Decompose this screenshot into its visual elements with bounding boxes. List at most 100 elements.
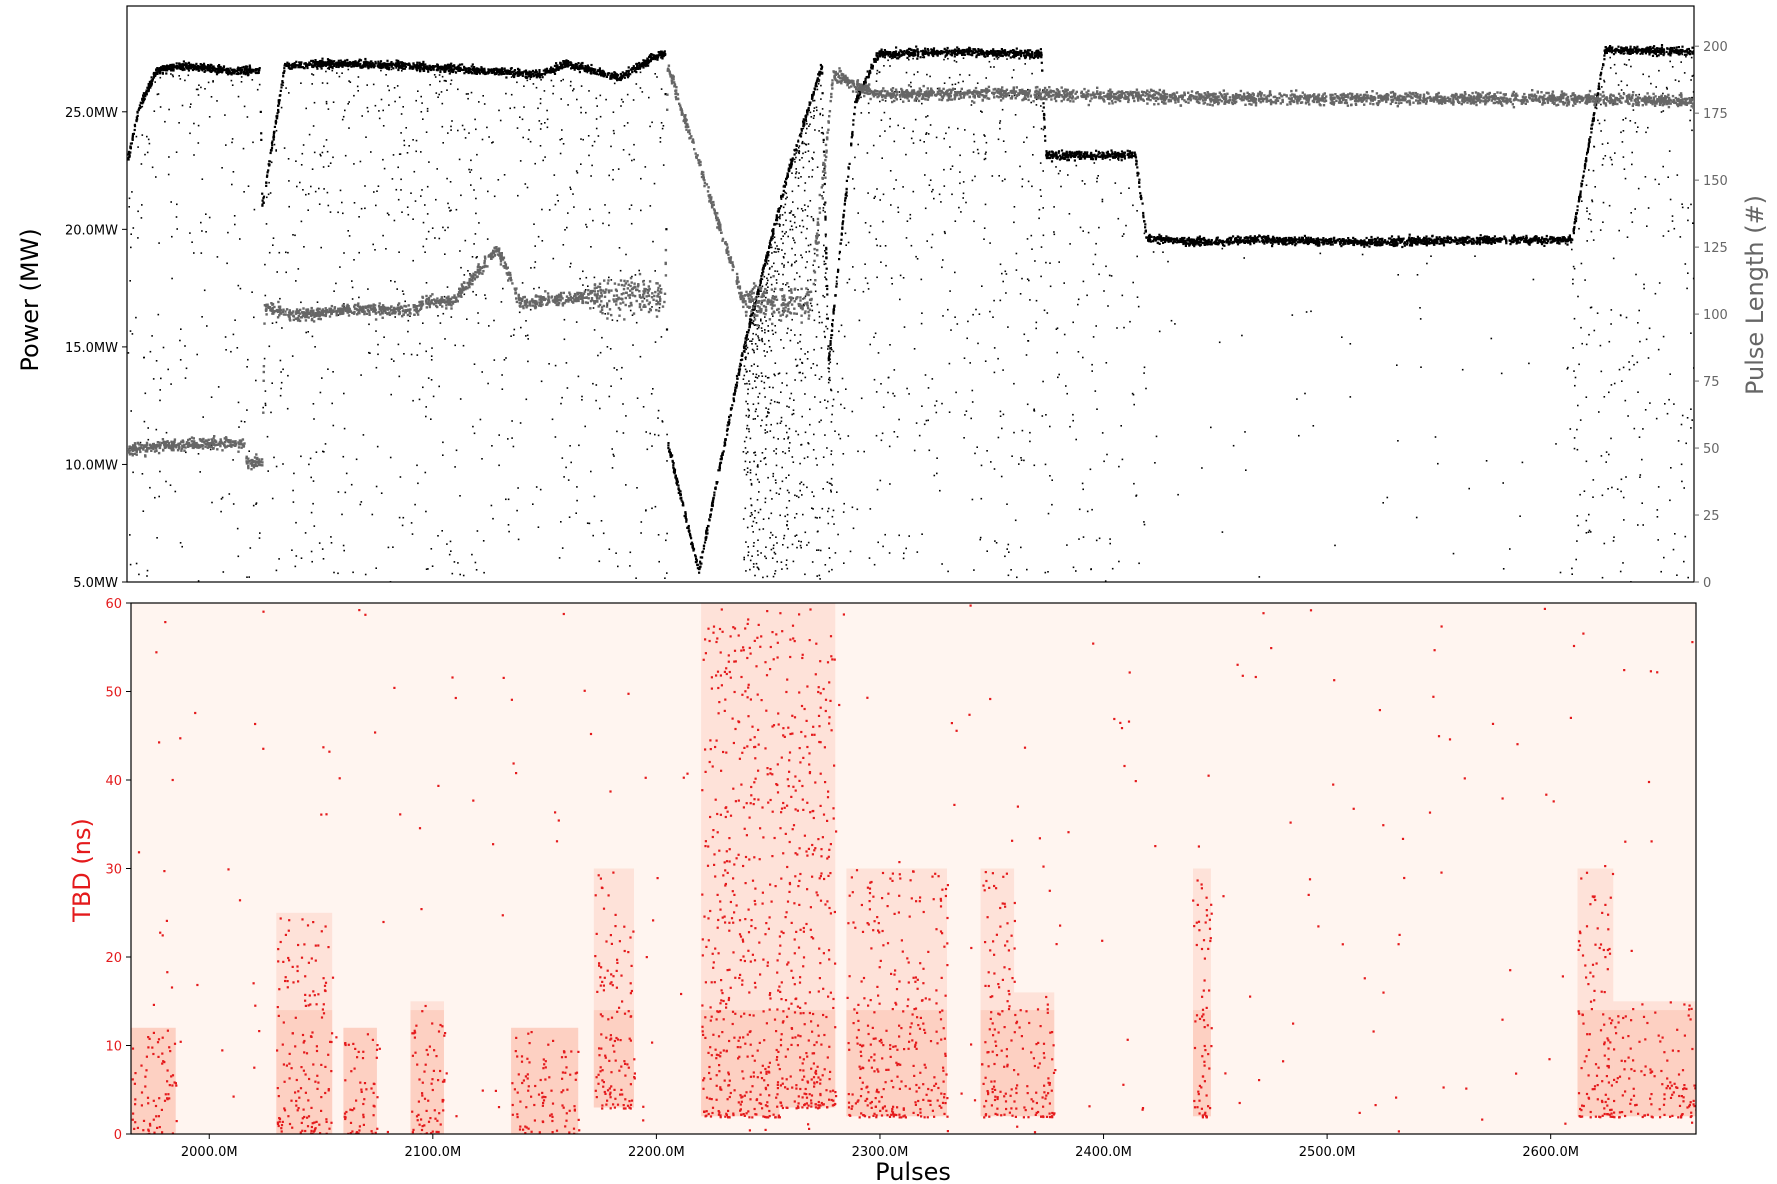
power-point — [847, 175, 850, 178]
power-point — [1066, 153, 1069, 156]
power-point — [139, 101, 142, 104]
power-point — [705, 531, 708, 534]
power-point — [1158, 233, 1161, 236]
power-point — [1478, 238, 1481, 241]
power-point — [388, 66, 391, 69]
power-point — [1253, 239, 1256, 242]
power-point — [489, 68, 492, 71]
power-point — [718, 466, 721, 469]
power-point — [1669, 46, 1672, 50]
power-point — [1454, 236, 1457, 239]
power-point — [497, 68, 500, 71]
power-point — [1141, 202, 1144, 205]
power-point — [881, 51, 884, 54]
power-point — [852, 123, 855, 126]
power-point — [371, 64, 374, 67]
power-point — [1363, 245, 1366, 248]
power-point — [886, 50, 889, 54]
power-point — [1232, 235, 1235, 238]
power-point — [864, 77, 867, 80]
power-point — [806, 113, 809, 116]
power-point — [844, 193, 847, 196]
power-point — [1543, 244, 1546, 247]
power-point — [949, 53, 952, 56]
power-point — [1604, 46, 1607, 49]
power-point — [183, 63, 186, 66]
power-point — [686, 526, 689, 529]
power-point — [569, 63, 572, 66]
power-point — [453, 68, 456, 71]
power-point — [1294, 244, 1297, 247]
power-point — [1198, 235, 1201, 238]
power-point — [1654, 52, 1658, 55]
power-point — [1681, 48, 1684, 52]
power-point — [1423, 240, 1426, 243]
power-point — [1374, 242, 1377, 246]
power-point — [1654, 49, 1657, 52]
power-point — [480, 70, 483, 73]
power-point — [883, 49, 886, 52]
power-point — [172, 68, 175, 71]
power-point — [590, 63, 593, 67]
power-point — [1517, 241, 1520, 244]
power-point — [1666, 47, 1669, 50]
power-point — [422, 69, 425, 72]
power-point — [625, 74, 628, 77]
power-point — [823, 182, 826, 186]
power-point — [268, 163, 271, 166]
power-point — [1466, 235, 1469, 238]
power-point — [470, 72, 474, 75]
power-point — [830, 336, 833, 340]
power-point — [574, 62, 577, 66]
power-point — [1425, 240, 1428, 243]
power-point — [765, 255, 768, 258]
power-point — [1490, 238, 1493, 242]
power-point — [256, 71, 259, 75]
power-point — [213, 66, 216, 69]
power-point — [650, 53, 653, 56]
power-point — [1328, 241, 1331, 244]
power-point — [1533, 236, 1536, 239]
power-point — [867, 76, 870, 79]
power-point — [1657, 50, 1660, 53]
power-point — [1584, 165, 1587, 168]
power-point — [1583, 167, 1586, 170]
power-point — [643, 61, 647, 64]
power-point — [1307, 236, 1310, 239]
power-point — [572, 66, 576, 70]
power-point — [1619, 50, 1622, 53]
power-point — [337, 64, 340, 67]
power-point — [142, 99, 145, 102]
power-point — [895, 57, 899, 60]
power-point — [1189, 238, 1192, 242]
power-point — [1358, 241, 1361, 244]
power-point — [1040, 61, 1043, 64]
power-point — [198, 65, 201, 69]
power-point — [215, 71, 218, 74]
power-point — [1017, 51, 1020, 54]
power-point — [447, 69, 450, 73]
power-point — [961, 53, 964, 56]
power-point — [668, 451, 671, 454]
power-point — [1590, 124, 1593, 127]
power-point — [595, 72, 598, 75]
power-point — [927, 54, 930, 57]
power-point — [1678, 52, 1681, 55]
power-point — [1528, 238, 1531, 241]
power-point — [1306, 238, 1309, 241]
power-point — [615, 77, 618, 80]
power-point — [1309, 236, 1312, 239]
power-point — [972, 48, 975, 51]
power-point — [1400, 239, 1403, 242]
power-point — [783, 185, 786, 188]
power-point — [158, 71, 161, 74]
power-point — [429, 65, 432, 68]
power-point — [1634, 50, 1638, 53]
power-point — [314, 61, 317, 65]
power-point — [1045, 153, 1048, 157]
power-point — [553, 64, 556, 67]
power-point — [908, 55, 911, 58]
power-point — [931, 53, 934, 56]
power-point — [340, 61, 343, 64]
power-point — [409, 65, 412, 68]
